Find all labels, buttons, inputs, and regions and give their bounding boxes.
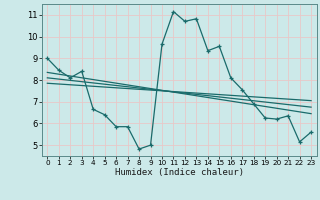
X-axis label: Humidex (Indice chaleur): Humidex (Indice chaleur): [115, 168, 244, 177]
